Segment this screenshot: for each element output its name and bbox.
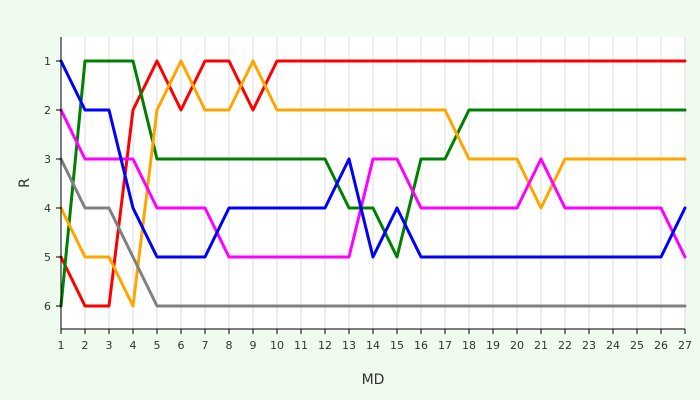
x-tick-label-21: 21 (534, 339, 548, 352)
series-line-5 (59, 59, 687, 259)
series-lines (59, 59, 687, 308)
x-tick-label-25: 25 (630, 339, 644, 352)
series-line-1 (59, 59, 687, 308)
x-tick-label-22: 22 (558, 339, 572, 352)
x-tick-label-15: 15 (390, 339, 404, 352)
x-tick-label-9: 9 (250, 339, 257, 352)
x-tick-label-3: 3 (106, 339, 113, 352)
series-line-3 (59, 59, 687, 308)
y-tick-label-4: 4 (44, 202, 51, 215)
x-tick-label-13: 13 (342, 339, 356, 352)
x-tick-label-16: 16 (414, 339, 428, 352)
x-tick-label-20: 20 (510, 339, 524, 352)
x-tick-label-8: 8 (226, 339, 233, 352)
grid-lines (60, 37, 686, 329)
y-tick-label-5: 5 (44, 251, 51, 264)
x-tick-label-2: 2 (82, 339, 89, 352)
y-axis-title: R (17, 178, 33, 188)
x-tick-label-5: 5 (154, 339, 161, 352)
x-axis-title: MD (362, 372, 385, 388)
y-tick-label-1: 1 (44, 55, 51, 68)
series-line-4 (59, 108, 687, 259)
x-tick-label-27: 27 (678, 339, 692, 352)
y-tick-label-3: 3 (44, 153, 51, 166)
series-line-2 (59, 59, 687, 308)
x-tick-label-7: 7 (202, 339, 209, 352)
x-tick-label-24: 24 (606, 339, 620, 352)
x-tick-label-23: 23 (582, 339, 596, 352)
axes (56, 37, 686, 334)
x-tick-label-11: 11 (294, 339, 308, 352)
x-tick-label-26: 26 (654, 339, 668, 352)
x-tick-label-19: 19 (486, 339, 500, 352)
x-tick-label-12: 12 (318, 339, 332, 352)
x-tick-label-18: 18 (462, 339, 476, 352)
x-tick-label-6: 6 (178, 339, 185, 352)
y-tick-label-2: 2 (44, 104, 51, 117)
x-tick-label-4: 4 (130, 339, 137, 352)
tick-labels: 1 2 3 4 5 6 7 8 9 10 11 12 13 14 15 16 17 18 19 20 21 22 23 24 2… (44, 55, 692, 352)
x-tick-label-1: 1 (58, 339, 65, 352)
x-tick-label-14: 14 (366, 339, 380, 352)
y-tick-label-6: 6 (44, 300, 51, 313)
x-tick-label-10: 10 (270, 339, 284, 352)
series-line-6 (59, 157, 687, 308)
x-tick-label-17: 17 (438, 339, 452, 352)
